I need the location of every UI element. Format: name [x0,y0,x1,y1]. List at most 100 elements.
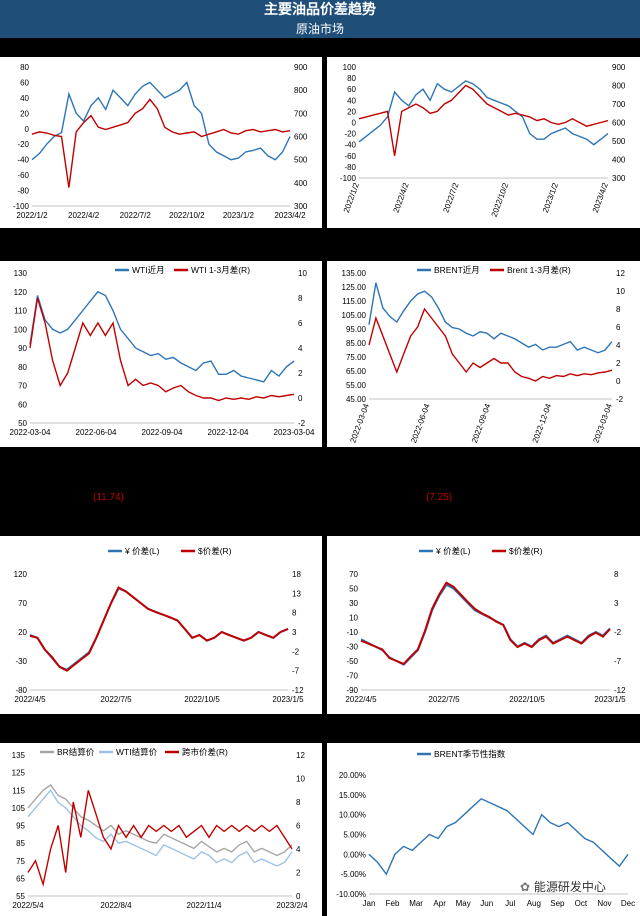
x-tick-label: 2022-09-04 [142,428,183,437]
y-right-tick-label: 500 [294,156,308,165]
series-line-1 [29,290,295,383]
y-right-tick-label: 400 [612,156,626,165]
y-left-tick-label: 60 [20,78,29,87]
series-line-2 [368,307,613,382]
y-left-tick-label: 15.00% [339,791,366,800]
y-left-tick-label: -100 [13,202,30,211]
y-right-tick-label: 2 [616,359,621,368]
y-right-tick-label: 600 [294,133,308,142]
y-left-tick-label: 0 [25,125,30,134]
x-tick-label: 2022/8/4 [100,901,132,910]
series-line-1 [27,784,293,857]
y-left-tick-label: 80 [347,74,356,83]
y-left-tick-label: 130 [14,269,28,278]
legend-label: ¥ 价差(L) [435,546,471,556]
x-tick-label: 2023/2/4 [276,901,308,910]
y-right-tick-label: 18 [292,570,301,579]
series-line-1 [368,797,629,876]
y-right-tick-label: -7 [614,657,622,666]
x-tick-label: 2023/1/5 [272,695,304,704]
x-tick-label: Sep [550,899,565,908]
y-left-tick-label: 80 [18,363,27,372]
page-title: 主要油品价差趋势 [264,2,376,18]
y-left-tick-label: 50 [349,585,358,594]
y-left-tick-label: -90 [346,686,358,695]
chart-panel-2: 100 80 60 40 20 0 -20 -40 -60 -80 -100 900 800 700 600… [327,57,640,228]
y-right-tick-label: 2 [296,869,301,878]
series-line-1 [31,81,291,161]
y-right-tick-label: 6 [296,822,301,831]
y-right-tick-label: 2 [298,369,303,378]
note-right: (7.25) [426,492,453,503]
y-left-tick-label: 0 [352,119,357,128]
chart-7: 135 125 115 105 95 85 75 65 55 12 10 8 6 4 2 0 2022/5/4 2… [12,747,308,910]
series-line-1 [360,583,611,666]
y-left-tick-label: 100 [14,325,28,334]
x-tick-label: 2022/7/5 [428,695,460,704]
x-tick-label: 2023-03-04 [591,402,614,444]
y-left-tick-label: 85.00 [346,339,367,348]
y-left-tick-label: 105 [12,804,26,813]
x-tick-label: 2022/4/2 [68,211,100,220]
series-line-1 [358,80,609,146]
y-left-tick-label: 85 [16,839,25,848]
x-tick-label: 2023/1/2 [541,181,560,214]
y-right-tick-label: 900 [294,63,308,72]
legend-label: ¥ 价差(L) [124,546,160,556]
series-line-1 [29,587,289,671]
x-tick-label: 2023-03-04 [274,428,315,437]
y-right-tick-label: 4 [616,341,621,350]
legend-label: 跨市价差(R) [182,747,228,757]
y-left-tick-label: 115.00 [342,297,366,306]
series-line-2 [360,581,611,666]
watermark: ✿ 能源研发中心 [520,878,606,895]
y-left-tick-label: 90 [18,344,27,353]
chart-panel-1: 80 60 40 20 0 -20 -40 -60 -80 -100 900 800 700 600 500… [0,57,322,228]
chart-panel-6: 70 50 30 10 -10 -30 -50 -70 -90 8 3 -2 -7 -12 2022/4/5… [327,536,640,714]
y-left-tick-label: -60 [344,152,356,161]
y-left-tick-label: 20 [20,109,29,118]
y-left-tick-label: 120 [14,570,28,579]
x-tick-label: 2023/1/2 [223,211,255,220]
subtitle-band: 原油市场 [0,20,640,38]
chart-panel-8: 20.00% 15.00% 10.00% 5.00% 0.00% -5.00% -10.00… [327,743,640,916]
y-left-tick-label: 10.00% [339,811,366,820]
y-right-tick-label: 700 [294,109,308,118]
x-tick-label: 2022/7/5 [100,695,132,704]
y-right-tick-label: 600 [612,119,626,128]
y-left-tick-label: 10 [349,614,358,623]
y-right-tick-label: 0 [298,394,303,403]
x-tick-label: 2022/10/5 [509,695,545,704]
y-right-tick-label: 12 [296,751,305,760]
series-line-2 [358,84,609,156]
y-left-tick-label: 65.00 [346,367,367,376]
y-left-tick-label: 105.00 [342,311,367,320]
y-left-tick-label: 125.00 [342,283,367,292]
y-left-tick-label: 100 [343,63,357,72]
x-tick-label: 2022-12-04 [208,428,249,437]
chart-5: 120 70 20 -30 -80 18 13 8 3 -2 -7 -12 2022/4/5 2022/7… [14,546,304,704]
y-right-tick-label: 800 [294,86,308,95]
watermark-text: 能源研发中心 [533,880,606,894]
x-tick-label: 2022-06-04 [409,402,432,444]
chart-3: 130 120 110 100 90 80 70 60 50 10 8 6 4 2 0 -2 2022-03-0… [10,265,315,437]
series-line-3 [27,790,293,888]
x-tick-label: Jul [505,899,515,908]
y-right-tick-label: 12 [616,269,625,278]
x-tick-label: 2022/11/4 [187,901,223,910]
y-left-tick-label: -100 [340,174,357,183]
x-tick-label: Aug [527,899,541,908]
y-left-tick-label: 5.00% [343,831,366,840]
y-left-tick-label: -30 [15,657,27,666]
x-tick-label: 2022-12-04 [531,402,554,444]
y-left-tick-label: 20 [347,107,356,116]
y-left-tick-label: 115 [12,786,25,795]
y-right-tick-label: 800 [612,82,626,91]
y-right-tick-label: 8 [296,798,301,807]
legend-label: BRENT季节性指数 [434,749,506,759]
series-line-2 [31,98,291,188]
y-left-tick-label: 30 [349,599,358,608]
y-right-tick-label: 13 [292,589,301,598]
x-tick-label: Dec [621,899,635,908]
x-tick-label: 2022-06-04 [76,428,117,437]
